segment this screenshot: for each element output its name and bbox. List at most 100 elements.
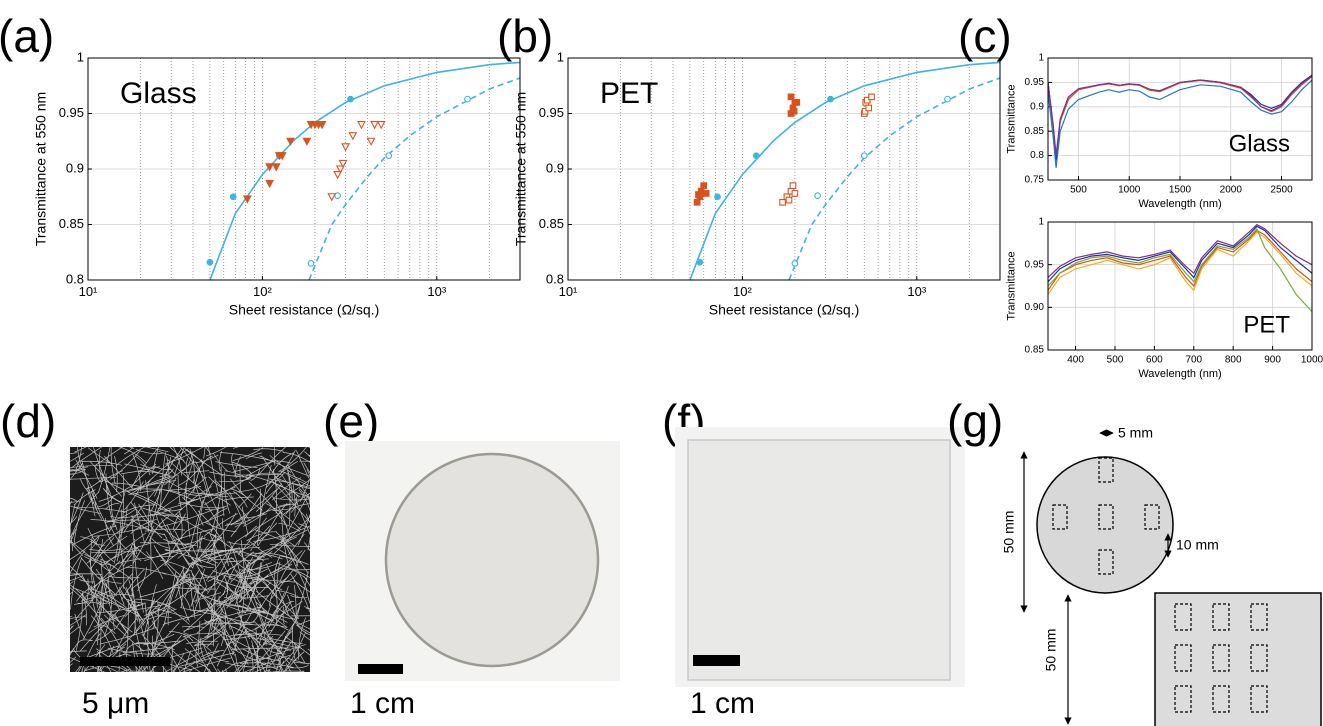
series-line (1048, 75, 1312, 156)
y-tick-label: 0.8 (546, 271, 564, 286)
point (696, 193, 704, 201)
y-tick-label: 0.75 (1025, 175, 1045, 186)
plot-marks (1048, 223, 1312, 313)
y-tick-label: 1 (1038, 217, 1044, 228)
panel-label: (a) (0, 10, 54, 62)
point (341, 143, 351, 152)
point (265, 179, 275, 189)
point (277, 152, 287, 161)
panel-label: (d) (0, 395, 56, 447)
x-tick-label: 600 (1146, 355, 1163, 366)
x-tick-label: 800 (1225, 355, 1242, 366)
point (944, 95, 951, 103)
point (286, 137, 295, 146)
point (827, 95, 834, 103)
y-tick-label: 1 (557, 49, 564, 64)
point (700, 182, 708, 190)
series-line (1048, 227, 1312, 313)
axes-box (1047, 57, 1313, 181)
y-tick-label: 0.9 (66, 160, 84, 175)
point (335, 165, 345, 174)
x-tick-label: 10¹ (559, 284, 578, 299)
point (265, 163, 275, 172)
dimension-label: 5 mm (1118, 425, 1153, 441)
y-axis-label: Transmittance at 550 nm (33, 92, 49, 246)
y-tick-label: 0.95 (539, 105, 564, 120)
x-tick-label: 700 (1185, 355, 1202, 366)
axes-box (567, 57, 1001, 281)
panel-label: (g) (947, 395, 1003, 447)
panel-label: (c) (958, 10, 1012, 62)
series-line (1048, 225, 1312, 283)
dimension-label: 50 mm (1001, 511, 1017, 554)
y-tick-label: 1 (1038, 53, 1044, 64)
point (787, 93, 795, 101)
point (868, 93, 875, 101)
point (307, 260, 315, 267)
point (271, 163, 281, 172)
panel-label: (b) (497, 10, 553, 62)
x-tick-label: 2500 (1270, 185, 1293, 196)
y-tick-label: 0.95 (59, 105, 84, 120)
point (338, 159, 348, 169)
y-tick-label: 0.90 (1025, 302, 1045, 313)
y-axis-label: Transmittance (1006, 251, 1018, 320)
series-line (1048, 231, 1312, 295)
point (333, 171, 343, 180)
disc-outline (1036, 456, 1174, 594)
point (229, 193, 237, 201)
axes-box (1047, 221, 1313, 351)
y-axis-label: Transmittance at 550 nm (513, 92, 529, 246)
y-tick-label: 0.9 (1030, 101, 1044, 112)
point (696, 258, 704, 266)
point (714, 193, 721, 201)
y-tick-label: 0.85 (59, 216, 84, 231)
x-tick-label: 500 (1070, 185, 1087, 196)
series-line (1048, 223, 1312, 278)
point (785, 196, 793, 204)
point (317, 121, 327, 130)
point (790, 107, 798, 115)
point (242, 195, 252, 204)
point (793, 99, 801, 106)
point (348, 132, 358, 141)
point (366, 137, 376, 146)
x-axis-label: Wavelength (nm) (1138, 198, 1221, 210)
plot-area (1048, 222, 1312, 350)
y-tick-label: 0.95 (1025, 259, 1045, 270)
sample-areas (1174, 603, 1268, 713)
y-tick-label: 0.8 (66, 271, 84, 286)
scale-label: 5 μm (82, 687, 149, 720)
series-line (1048, 76, 1312, 156)
scale-bar (80, 657, 170, 666)
series-line (308, 77, 520, 280)
point (206, 258, 214, 266)
point (376, 121, 386, 130)
dimension-label: 10 mm (1176, 537, 1219, 553)
x-tick-label: 1500 (1169, 185, 1192, 196)
x-tick-label: 10¹ (79, 284, 98, 299)
annotation: PET (600, 77, 658, 110)
y-tick-label: 1 (77, 49, 84, 64)
nanowire-network (70, 447, 310, 672)
scale-label: 1 cm (350, 687, 415, 720)
x-axis-label: Sheet resistance (Ω/sq.) (709, 302, 860, 318)
series-line (1048, 79, 1312, 168)
annotation: Glass (120, 77, 197, 110)
x-tick-label: 1000 (1118, 185, 1141, 196)
x-tick-label: 900 (1264, 355, 1281, 366)
x-tick-label: 10² (733, 284, 752, 299)
point (464, 95, 471, 103)
x-tick-label: 1000 (1301, 355, 1323, 366)
point (693, 198, 701, 206)
series-line (1048, 229, 1312, 291)
plot-marks (1048, 74, 1312, 168)
x-tick-label: 10³ (907, 284, 926, 299)
square-outline (1154, 592, 1322, 726)
point (347, 95, 354, 103)
pet-sheet (687, 439, 951, 681)
panel-label: (e) (323, 395, 379, 447)
